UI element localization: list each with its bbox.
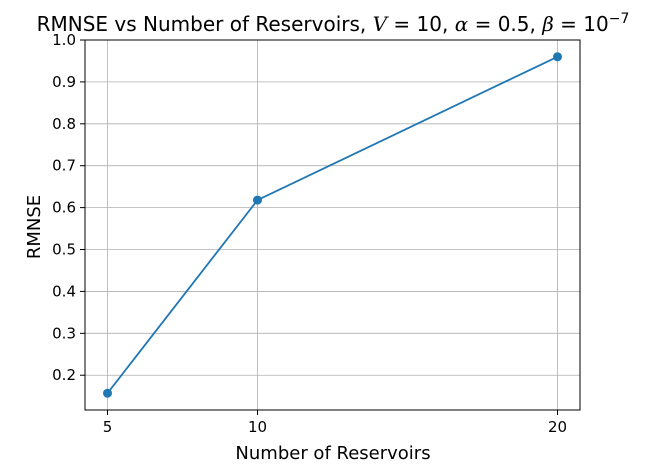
y-tick-label: 0.3 — [52, 324, 76, 342]
y-tick-label: 0.5 — [52, 241, 76, 259]
x-tick-label: 20 — [548, 418, 567, 436]
chart-title: RMNSE vs Number of Reservoirs, V = 10, α… — [37, 11, 630, 36]
y-tick-label: 0.7 — [52, 157, 76, 175]
grid-lines — [85, 39, 580, 410]
y-tick-label: 0.9 — [52, 73, 76, 91]
series-line — [106, 55, 558, 394]
plot-frame — [84, 39, 581, 411]
y-tick-label: 0.8 — [52, 115, 76, 133]
y-axis-label: RMNSE — [24, 195, 45, 259]
x-tick-label: 10 — [248, 418, 267, 436]
data-point — [553, 52, 562, 62]
data-point — [103, 388, 112, 398]
data-point — [253, 195, 262, 205]
y-tick-label: 1.0 — [52, 31, 76, 49]
y-tick-label: 0.6 — [52, 199, 76, 217]
y-tick-label: 0.4 — [52, 282, 76, 300]
y-tick-label: 0.2 — [52, 366, 76, 384]
tick-layer: 5 10 20 0.2 0.3 0.4 0.5 0.6 0.7 0.8 0.9 1.0 — [52, 31, 567, 436]
x-tick-label: 5 — [103, 418, 113, 436]
x-axis-label: Number of Reservoirs — [235, 443, 430, 464]
series-layer — [103, 52, 562, 398]
